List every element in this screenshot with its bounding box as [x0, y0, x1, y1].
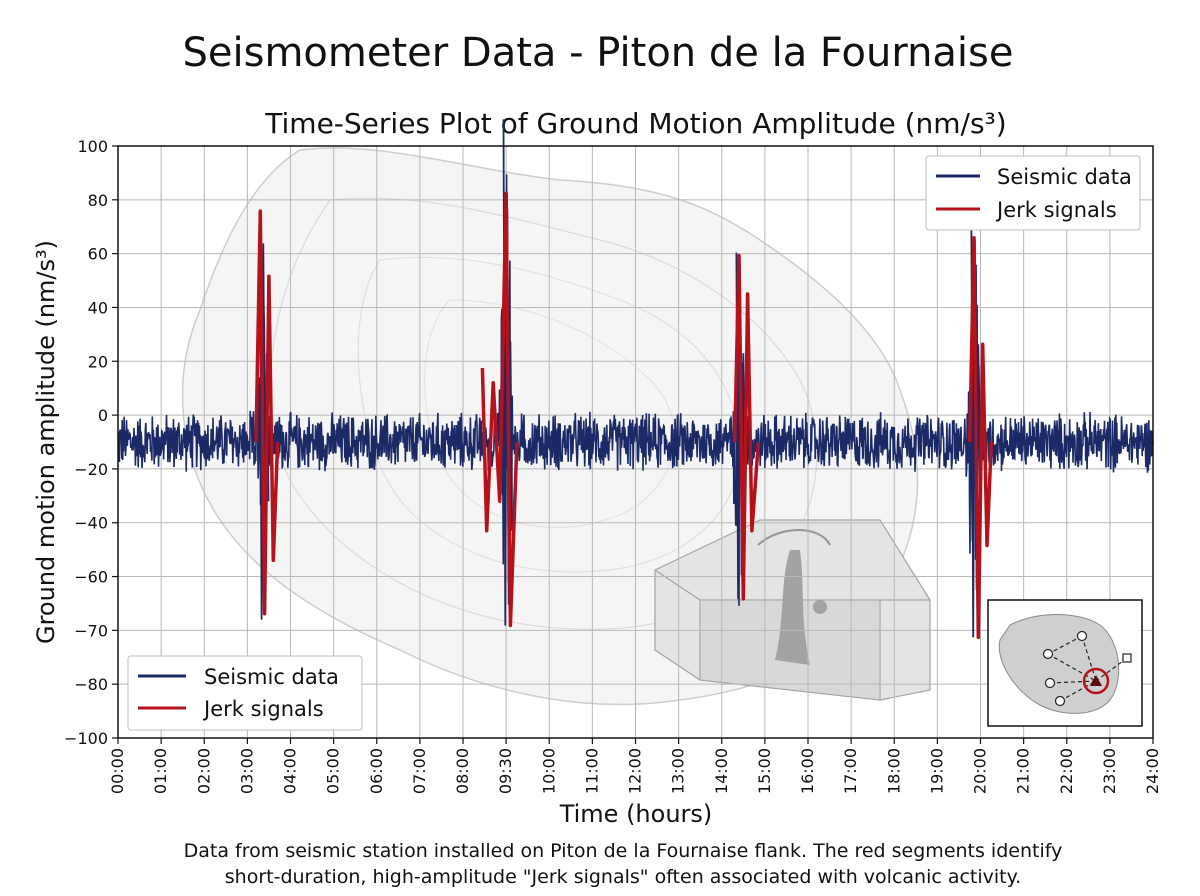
island-map-background — [181, 147, 931, 706]
x-tick-label: 00:00 — [108, 748, 127, 794]
y-tick-label: 20 — [88, 352, 108, 371]
x-tick-label: 09:30 — [496, 748, 515, 794]
figure-title: Seismometer Data - Piton de la Fournaise — [183, 30, 1014, 76]
x-axis-label: Time (hours) — [559, 800, 713, 828]
inset-network-lines — [1047, 635, 1128, 702]
x-tick-label: 18:00 — [884, 748, 903, 794]
caption-line-1: Data from seismic station installed on P… — [184, 840, 1063, 862]
x-tick-label: 06:00 — [367, 748, 386, 794]
legend-top-right-seismic-label: Seismic data — [997, 165, 1132, 189]
x-tick-label: 12:00 — [626, 748, 645, 794]
x-tick-label: 10:00 — [539, 748, 558, 794]
y-tick-label: −40 — [74, 514, 108, 533]
y-tick-label: −70 — [74, 621, 108, 640]
station-inset-map — [987, 599, 1143, 727]
station-icon — [1042, 648, 1054, 660]
plot-subtitle: Time-Series Plot of Ground Motion Amplit… — [264, 107, 1006, 140]
series-layer — [117, 119, 1154, 640]
y-tick-label: 60 — [88, 245, 108, 264]
x-tick-label: 01:00 — [151, 748, 170, 794]
x-tick-label: 19:00 — [927, 748, 946, 794]
x-tick-label: 02:00 — [194, 748, 213, 794]
legend-bottom-left-box — [127, 655, 363, 731]
volcano-cross-section — [654, 519, 931, 701]
x-tick-label: 08:00 — [453, 748, 472, 794]
jerk-signal-line — [480, 191, 519, 628]
x-tick-label: 14:00 — [712, 748, 731, 794]
jerk-signal-line — [732, 253, 761, 601]
x-tick-label: 04:00 — [281, 748, 300, 794]
x-tick-label: 20:00 — [971, 748, 990, 794]
volcano-target-icon — [1082, 667, 1110, 695]
x-tick-label: 03:00 — [237, 748, 256, 794]
station-icon — [1044, 677, 1056, 689]
inset-island-icon — [998, 614, 1120, 714]
legend-top-right-jerk-label: Jerk signals — [995, 198, 1117, 222]
x-tick-label: 13:00 — [669, 748, 688, 794]
caption-line-2: short-duration, high-amplitude "Jerk sig… — [225, 866, 1021, 888]
legend-bottom-left-seismic-label: Seismic data — [204, 665, 339, 689]
x-tick-label: 05:00 — [324, 748, 343, 794]
x-tick-label: 21:00 — [1014, 748, 1033, 794]
y-tick-label: −60 — [74, 568, 108, 587]
x-tick-label: 07:00 — [410, 748, 429, 794]
x-tick-label: 11:00 — [582, 748, 601, 794]
y-tick-label: −80 — [74, 675, 108, 694]
x-tick-label: 17:00 — [841, 748, 860, 794]
x-tick-label: 16:00 — [798, 748, 817, 794]
x-tick-label: 15:00 — [755, 748, 774, 794]
y-tick-label: 0 — [98, 406, 108, 425]
x-axis-ticks: 00:00 01:00 02:00 03:00 04:00 05:00 06:00 07:00… — [108, 738, 1162, 794]
jerk-signal-line — [967, 236, 994, 640]
y-tick-label: 40 — [88, 298, 108, 317]
x-tick-label: 22:00 — [1057, 748, 1076, 794]
y-tick-label: 80 — [88, 191, 108, 210]
station-icon — [1076, 630, 1088, 642]
station-icon — [1054, 695, 1066, 707]
y-axis-ticks: 100 80 60 40 20 0 −20 −40 −60 −70 −80 −100 — [64, 137, 118, 748]
y-tick-label: 100 — [77, 137, 108, 156]
y-tick-label: −100 — [64, 729, 108, 748]
jerk-signal-line — [254, 209, 280, 616]
y-tick-label: −20 — [74, 460, 108, 479]
x-tick-label: 24:00 — [1143, 748, 1162, 794]
square-station-icon — [1122, 653, 1132, 663]
legend-bottom-left: Seismic data Jerk signals — [127, 655, 363, 731]
legend-bottom-left-jerk-label: Jerk signals — [202, 697, 324, 721]
x-tick-label: 23:00 — [1100, 748, 1119, 794]
legend-top-right: Seismic data Jerk signals — [925, 155, 1141, 231]
volcano-triangle-icon — [1090, 675, 1102, 686]
y-axis-label: Ground motion amplitude (nm/s³) — [32, 240, 60, 644]
